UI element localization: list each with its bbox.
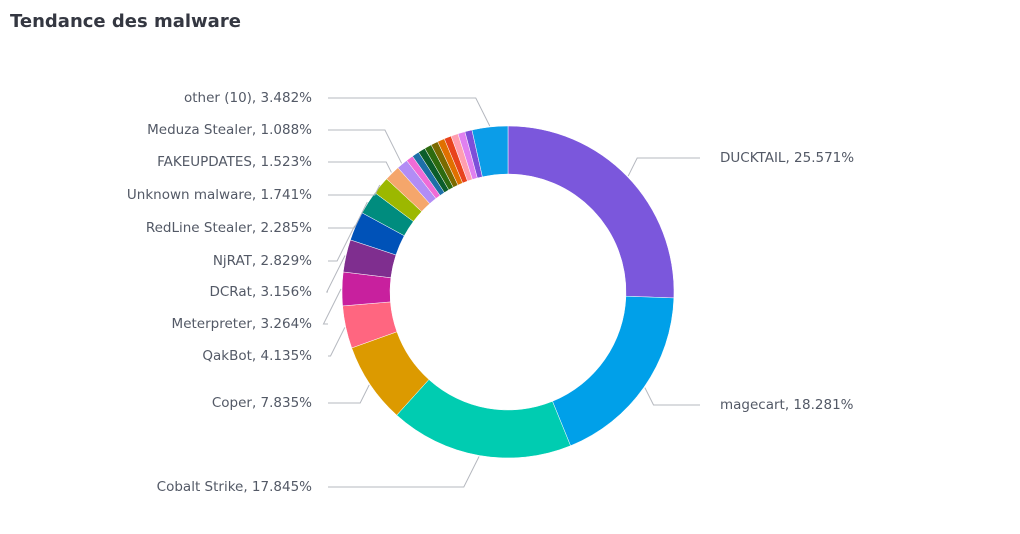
leader-line xyxy=(322,288,342,325)
leader-line xyxy=(644,387,700,406)
leader-line xyxy=(627,157,700,177)
slice-label: magecart, 18.281% xyxy=(720,397,854,413)
slice-label: Cobalt Strike, 17.845% xyxy=(157,479,312,495)
chart-title: Tendance des malware xyxy=(10,11,241,32)
slice-label: DUCKTAIL, 25.571% xyxy=(720,150,854,166)
slice-label: RedLine Stealer, 2.285% xyxy=(146,220,312,236)
leader-line xyxy=(328,184,381,196)
slice-label: FAKEUPDATES, 1.523% xyxy=(157,154,312,170)
leader-line xyxy=(328,161,392,173)
slice xyxy=(507,125,675,299)
leader-line xyxy=(328,97,491,127)
slice-label: Meterpreter, 3.264% xyxy=(172,316,313,332)
slice-label: NjRAT, 2.829% xyxy=(213,253,312,269)
slice-label: Meduza Stealer, 1.088% xyxy=(147,122,312,138)
slice xyxy=(396,379,571,459)
slice xyxy=(471,125,509,178)
slice-label: DCRat, 3.156% xyxy=(209,284,312,300)
slice-label: Coper, 7.835% xyxy=(212,395,312,411)
leader-line xyxy=(328,456,480,488)
slice xyxy=(552,295,675,447)
leader-line xyxy=(328,384,370,404)
leader-line xyxy=(328,129,403,164)
leader-line xyxy=(325,255,346,293)
slice-label: Unknown malware, 1.741% xyxy=(127,187,312,203)
leader-line xyxy=(328,225,356,262)
slice-label: QakBot, 4.135% xyxy=(202,348,312,364)
leader-line xyxy=(328,327,346,357)
slice-label: other (10), 3.482% xyxy=(184,90,312,106)
leader-line xyxy=(328,201,368,229)
